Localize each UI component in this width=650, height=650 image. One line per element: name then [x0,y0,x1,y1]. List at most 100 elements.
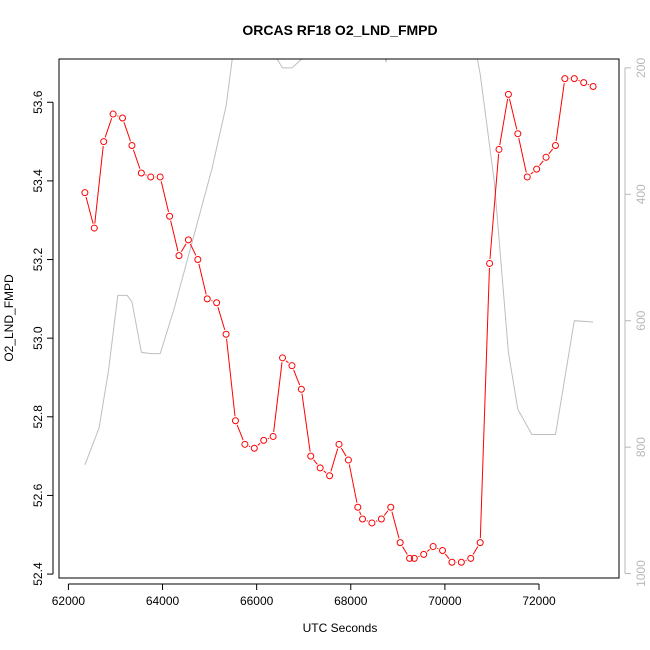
data-point [570,75,578,83]
series-layer [81,59,597,566]
data-point [344,456,352,464]
primary-series-segment [180,243,187,252]
data-point [387,503,395,511]
primary-series-segment [104,118,113,138]
primary-series-segment [323,470,327,474]
primary-series-segment [530,171,534,175]
data-point [580,79,588,87]
y-axis: 52.4 52.6 52.8 53.0 53.2 53.4 53.6 [31,90,54,586]
y-tick-label: 53.0 [31,326,45,350]
data-point [504,90,512,98]
data-point [326,472,334,480]
primary-series-segment [217,306,226,331]
data-point [467,554,475,562]
data-point [486,259,494,267]
y2-tick-label: 400 [634,184,648,204]
primary-series-segment [226,338,236,417]
data-point [279,354,287,362]
primary-series-segment [472,546,479,555]
primary-series-segment [426,549,430,552]
data-point [429,543,437,551]
data-point [184,236,192,244]
data-point [335,440,343,448]
x-tick-label: 72000 [522,594,556,608]
data-point [396,539,404,547]
data-point [457,558,465,566]
data-point [156,173,164,181]
y-tick-label: 52.8 [31,405,45,429]
y-axis-label: O2_LND_FMPD [2,274,16,362]
x-axis-label: UTC Seconds [303,621,378,635]
data-point [495,145,503,153]
primary-series-segment [444,553,450,560]
primary-series-segment [518,137,527,173]
plot-frame [58,58,620,579]
y2-tick-label: 200 [634,58,648,78]
y-tick-label: 52.6 [31,483,45,507]
primary-series-segment [85,196,94,224]
data-point [561,75,569,83]
x-tick-label: 62000 [52,594,86,608]
data-point [410,554,418,562]
secondary-series-line [84,59,594,465]
data-point [90,224,98,232]
data-point [166,212,174,220]
primary-series-segment [539,160,544,166]
y-tick-label: 53.4 [31,169,45,193]
data-point [119,114,127,122]
data-point [420,550,428,558]
data-point [175,252,183,260]
primary-series-segment [132,149,141,169]
data-point [222,330,230,338]
data-point [523,173,531,181]
primary-series-segment [285,360,289,364]
y2-tick-label: 800 [634,437,648,457]
primary-series-segment [391,511,400,539]
data-point [128,142,136,149]
primary-series-segment [94,145,104,224]
data-point [147,173,155,181]
primary-series-segment [499,98,509,146]
data-point [203,295,211,303]
primary-series-segment [402,546,408,555]
data-point [589,83,597,91]
x-tick-label: 64000 [146,594,180,608]
primary-series-segment [236,424,244,441]
y-tick-label: 53.6 [31,90,45,114]
data-point [250,444,258,452]
x-tick-label: 66000 [240,594,274,608]
primary-series-segment [160,181,170,213]
primary-series-segment [555,83,565,142]
data-point [439,546,447,554]
primary-series-segment [198,263,207,295]
y-tick-label: 52.4 [31,562,45,586]
data-point [194,256,202,264]
data-point [542,153,550,161]
primary-series-segment [340,447,347,457]
x-tick-label: 68000 [334,594,368,608]
data-point [377,515,385,523]
primary-series-segment [123,122,131,142]
data-point [231,417,239,425]
data-point [241,440,249,448]
data-point [368,519,376,527]
y2-tick-label: 600 [634,310,648,330]
primary-series-segment [313,459,318,465]
data-point [476,539,484,547]
primary-series-segment [489,153,500,260]
primary-series-segment [293,369,301,386]
primary-series-segment [359,511,362,516]
data-point [213,299,221,307]
primary-series-segment [348,464,358,503]
y2-tick-label: 1000 [634,560,648,587]
data-point [288,362,296,370]
data-point [297,385,305,393]
primary-series-segment [170,220,179,252]
y-tick-label: 53.2 [31,248,45,272]
data-point [359,515,367,523]
primary-series-segment [508,98,518,130]
primary-series-segment [548,148,554,155]
data-point [81,189,89,197]
data-point [307,452,315,460]
data-point [316,464,324,472]
